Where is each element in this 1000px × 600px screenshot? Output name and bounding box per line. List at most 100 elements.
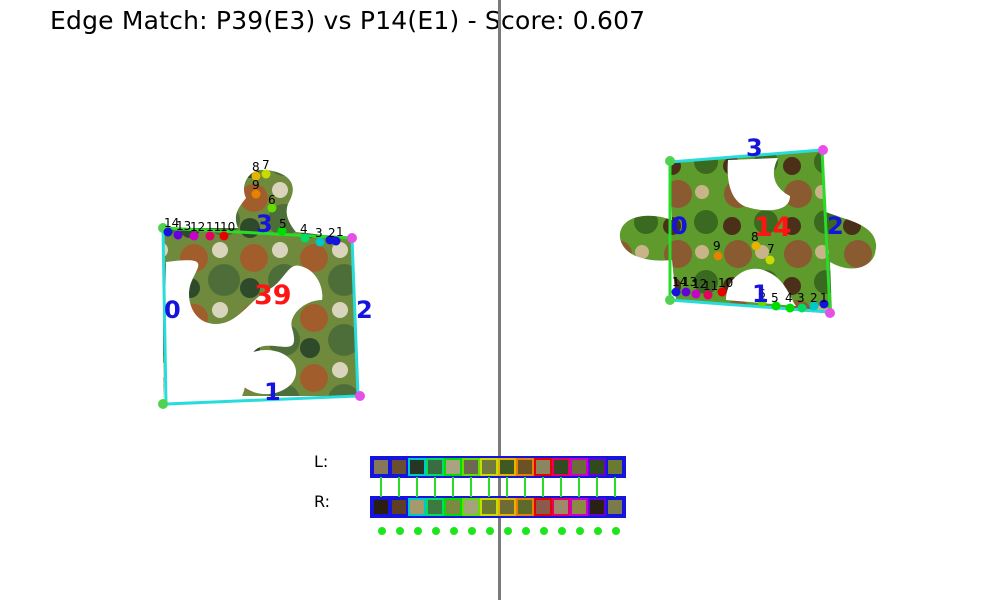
left-pt-label-14: 14: [164, 216, 179, 230]
right-corner-bl: [665, 295, 675, 305]
left-pt-7: [261, 169, 271, 179]
right-outline-cyan: [669, 148, 823, 164]
left-pt-label-12: 12: [190, 220, 205, 234]
left-pt-label-9: 9: [252, 178, 260, 192]
strip-match-dot-11: [558, 527, 566, 535]
strip-match-dot-3: [414, 527, 422, 535]
left-pt-13: [173, 230, 183, 240]
right-pt-6: [757, 297, 767, 307]
left-pt-label-13: 13: [176, 219, 191, 233]
strip-match-dot-10: [540, 527, 548, 535]
left-edge-label-1: 1: [264, 378, 281, 406]
left-edge-label-0: 0: [164, 296, 181, 324]
left-pt-label-3: 3: [315, 226, 323, 240]
strip-left-cell-2: [390, 458, 408, 476]
left-pt-label-10: 10: [220, 220, 235, 234]
page-title: Edge Match: P39(E3) vs P14(E1) - Score: …: [50, 6, 646, 35]
strip-left-cell-14: [606, 458, 624, 476]
strip-left-cell-6: [462, 458, 480, 476]
strip-match-dot-9: [522, 527, 530, 535]
right-pt-label-2: 2: [810, 291, 818, 305]
left-edge-label-2: 2: [356, 296, 373, 324]
right-pt-label-8: 8: [751, 230, 759, 244]
right-pt-11: [703, 290, 713, 300]
strip-right-cell-2: [390, 498, 408, 516]
right-pt-1: [819, 299, 829, 309]
right-pt-9: [713, 251, 723, 261]
left-piece: 1 2 3 4 5 6 7 8 9 10 11 12 13 14 0 1 2 3…: [158, 158, 373, 409]
right-edge-label-0: 0: [671, 212, 688, 240]
left-pt-9: [251, 189, 261, 199]
right-pt-label-7: 7: [767, 242, 775, 256]
strip-match-dot-1: [378, 527, 386, 535]
right-edge-label-2: 2: [827, 212, 844, 240]
left-pt-2: [325, 235, 335, 245]
right-pt-label-3: 3: [797, 291, 805, 305]
strip-right-cell-9: [516, 498, 534, 516]
right-pt-label-10: 10: [718, 276, 733, 290]
strip-right-cell-12: [570, 498, 588, 516]
left-outline-green: [162, 226, 353, 240]
strip-right-cell-4: [426, 498, 444, 516]
strip-left-cell-8: [498, 458, 516, 476]
strip-match-dot-14: [612, 527, 620, 535]
strip-right-cell-1: [372, 498, 390, 516]
right-piece: 1 2 3 4 5 6 7 8 9 10 11 12 13 14 0 1 2 3…: [619, 134, 877, 318]
left-outline-cyan: [161, 227, 360, 406]
strip-left-cell-9: [516, 458, 534, 476]
color-strip-comparison: [370, 456, 626, 535]
left-pt-3: [315, 237, 325, 247]
left-corner-bl: [158, 399, 168, 409]
strip-left-cell-5: [444, 458, 462, 476]
left-pt-label-8: 8: [252, 160, 260, 174]
strip-match-dot-6: [468, 527, 476, 535]
right-piece-hole-top: [727, 158, 790, 211]
strip-left-cell-4: [426, 458, 444, 476]
strip-match-dot-2: [396, 527, 404, 535]
left-piece-body: [163, 170, 358, 404]
left-pt-label-5: 5: [279, 217, 287, 231]
left-pt-label-4: 4: [300, 222, 308, 236]
strip-right-cell-10: [534, 498, 552, 516]
left-piece-id-label: 39: [254, 280, 292, 311]
right-pt-12: [691, 289, 701, 299]
strip-match-dot-8: [504, 527, 512, 535]
left-pt-4: [300, 233, 310, 243]
strip-match-dot-7: [486, 527, 494, 535]
left-pt-6: [267, 203, 277, 213]
left-edge-label-3: 3: [256, 210, 273, 238]
right-sample-points: [671, 241, 829, 313]
center-divider: [498, 0, 501, 600]
right-edge-label-1: 1: [752, 280, 769, 308]
right-edge-label-3: 3: [746, 134, 763, 162]
strip-left-label: L:: [314, 452, 329, 471]
left-pt-11: [205, 231, 215, 241]
right-pt-4: [785, 303, 795, 313]
left-sample-points: [163, 169, 341, 247]
left-corner-tr: [347, 233, 357, 243]
strip-match-dot-13: [594, 527, 602, 535]
right-pt-7: [765, 255, 775, 265]
strip-right-frame: [370, 496, 626, 518]
right-pt-label-12: 12: [692, 277, 707, 291]
strip-left-cell-12: [570, 458, 588, 476]
strip-right-cell-8: [498, 498, 516, 516]
strip-right-cell-5: [444, 498, 462, 516]
right-outline-green-right: [820, 149, 832, 313]
right-pt-label-13: 13: [682, 275, 697, 289]
left-pt-label-6: 6: [268, 193, 276, 207]
strip-match-dot-12: [576, 527, 584, 535]
strip-right-label: R:: [314, 492, 331, 511]
right-pt-8: [751, 241, 761, 251]
right-pt-14: [671, 287, 681, 297]
right-pt-10: [717, 287, 727, 297]
strip-right-cell-14: [606, 498, 624, 516]
right-pt-3: [797, 303, 807, 313]
strip-left-frame: [370, 456, 626, 478]
left-piece-hole-lower: [236, 350, 296, 394]
left-pt-label-7: 7: [262, 158, 270, 172]
right-corner-tr: [818, 145, 828, 155]
strip-left-cell-10: [534, 458, 552, 476]
right-pt-label-14: 14: [672, 275, 687, 289]
